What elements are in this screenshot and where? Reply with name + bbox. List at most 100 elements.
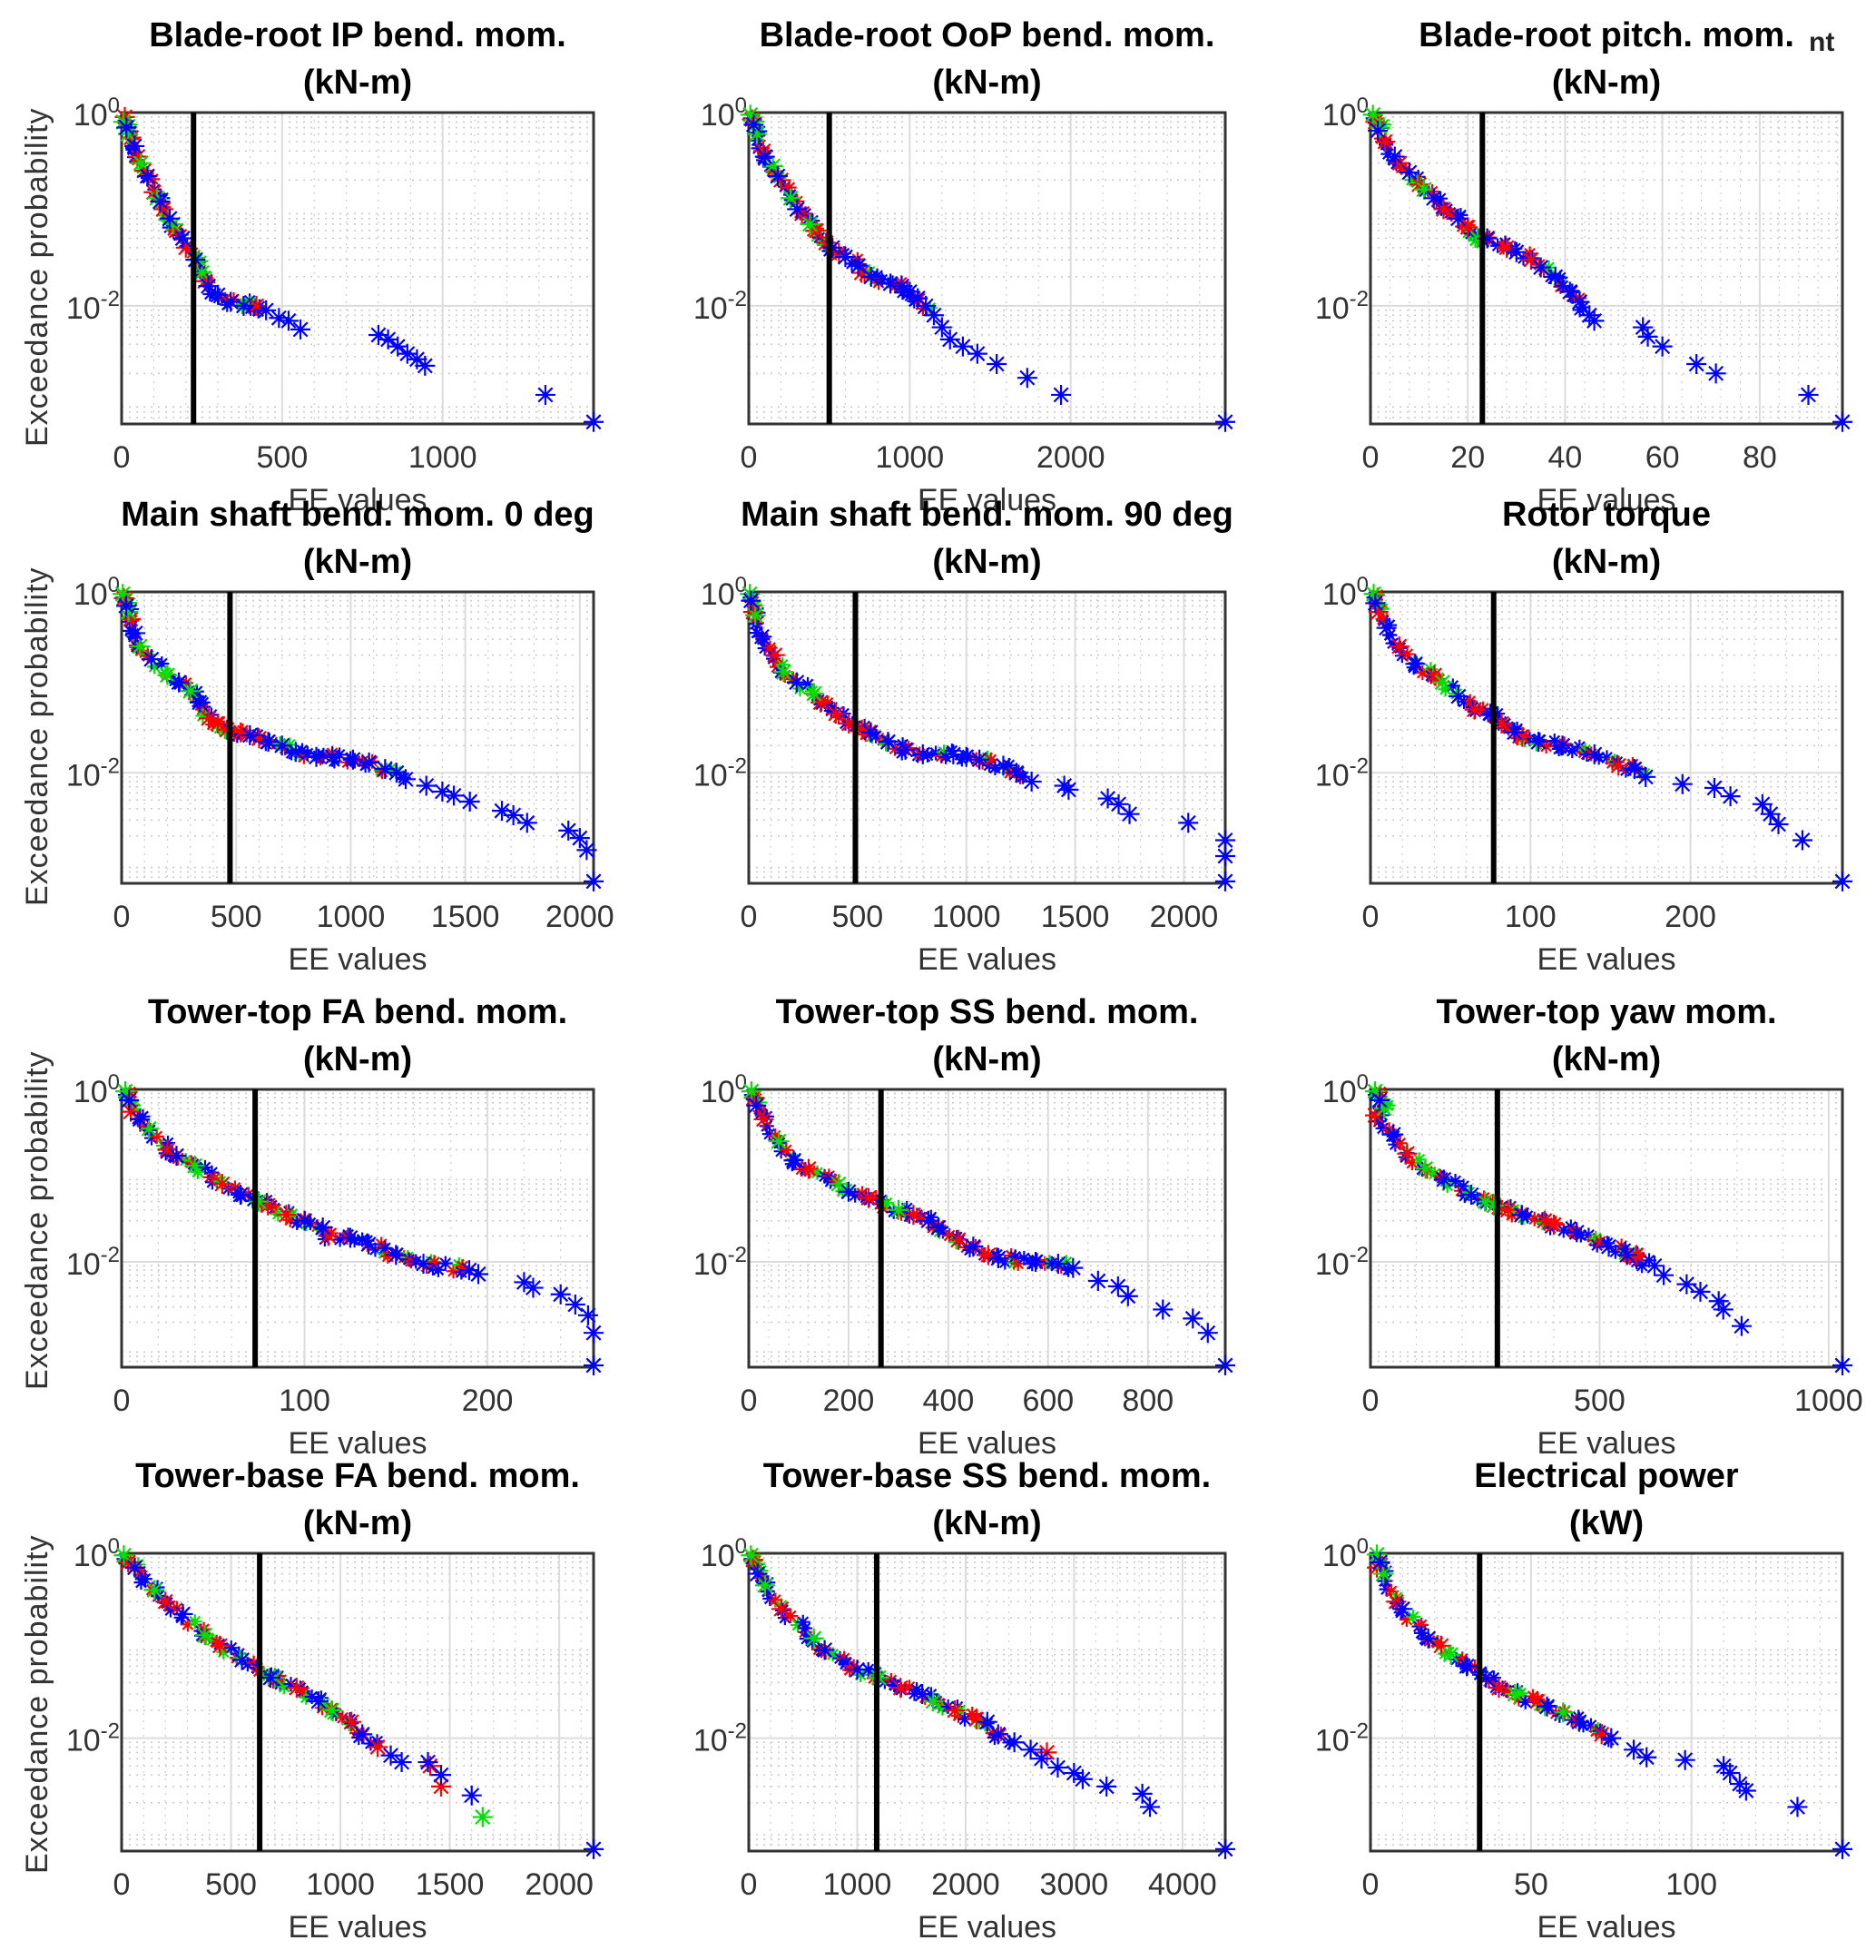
plot-area: 0 100 200 100 10-2 EE values (66, 1070, 604, 1461)
data-point-marker (828, 1174, 849, 1195)
data-point-marker (127, 146, 148, 167)
data-point-marker (569, 828, 590, 849)
data-point-marker (795, 1614, 810, 1630)
data-point-marker (1363, 584, 1384, 605)
data-point-marker (290, 1216, 305, 1231)
data-point-marker (158, 1146, 173, 1161)
data-point-marker (380, 1745, 401, 1766)
data-point-marker (777, 668, 792, 684)
data-point-marker (1007, 1249, 1023, 1265)
data-point-marker (1215, 871, 1235, 891)
data-point-marker (1672, 773, 1693, 794)
x-tick-label: 600 (1022, 1384, 1074, 1418)
data-point-marker (1752, 793, 1773, 814)
data-point-marker (192, 262, 212, 283)
data-point-marker (1543, 1214, 1564, 1235)
data-point-marker (1438, 1646, 1453, 1661)
y-tick-label: 10-2 (693, 1719, 747, 1758)
data-point-marker (1624, 1739, 1645, 1760)
data-point-marker (963, 1236, 984, 1257)
data-point-marker (1498, 235, 1513, 251)
data-point-marker (1832, 1354, 1852, 1375)
data-point-marker (204, 1165, 220, 1180)
data-point-marker (1457, 1656, 1478, 1677)
data-point-marker (1444, 207, 1459, 222)
data-point-marker (1178, 813, 1199, 833)
data-point-marker (1645, 1256, 1665, 1276)
data-point-marker (430, 1262, 446, 1277)
data-point-marker (408, 1254, 424, 1269)
data-point-marker (1704, 777, 1724, 798)
x-axis-label: EE values (918, 1426, 1056, 1461)
data-point-marker (231, 1650, 252, 1670)
subplot-unit: (kN-m) (932, 1040, 1042, 1078)
data-point-marker (747, 1563, 768, 1584)
data-point-marker (768, 1592, 783, 1608)
data-point-marker (956, 746, 977, 767)
data-point-marker (218, 291, 233, 307)
x-axis-label: EE values (1537, 1910, 1675, 1945)
data-point-marker (189, 692, 210, 713)
data-point-marker (1484, 1195, 1505, 1216)
data-point-marker (269, 308, 290, 329)
data-point-marker (413, 1254, 434, 1275)
axes-box (747, 590, 1227, 885)
data-point-marker (1519, 1208, 1535, 1224)
data-point-marker (299, 1216, 314, 1232)
plot-content: 0 500 1000 1500 2000 100 10-2 EE values (693, 573, 1235, 977)
y-tick-label: 100 (701, 1534, 747, 1573)
data-point-marker (775, 657, 791, 673)
x-axis-label: EE values (288, 1910, 427, 1945)
data-point-marker (944, 1699, 965, 1720)
data-point-marker (114, 106, 135, 127)
data-point-marker (966, 1709, 987, 1729)
data-point-marker (113, 588, 134, 609)
data-point-marker (1365, 1081, 1386, 1102)
data-point-marker (386, 1245, 407, 1266)
data-point-marker (740, 584, 761, 605)
data-point-marker (1787, 1797, 1808, 1817)
plot-area: 0 500 1000 100 10-2 EE values (1315, 1070, 1863, 1461)
data-point-marker (125, 623, 146, 644)
y-tick-label: 100 (701, 1070, 747, 1109)
data-point-marker (1690, 1281, 1711, 1302)
data-point-marker (751, 626, 772, 647)
data-point-marker (139, 1118, 160, 1139)
data-point-marker (752, 1104, 768, 1119)
data-point-marker (741, 1081, 761, 1102)
data-point-marker (113, 1545, 134, 1566)
data-point-marker (1020, 1739, 1041, 1760)
data-point-marker (1576, 300, 1591, 315)
data-point-marker (1389, 635, 1409, 656)
x-tick-label: 1000 (1794, 1384, 1863, 1418)
data-point-marker (415, 355, 436, 376)
data-point-marker (249, 1191, 270, 1212)
data-point-marker (987, 1248, 1008, 1269)
plot-area: 0 500 1000 1500 2000 100 10-2 EE values (66, 573, 614, 977)
data-point-marker (1637, 326, 1658, 347)
data-point-marker (1522, 732, 1537, 747)
data-point-marker (1708, 1291, 1729, 1312)
data-point-marker (118, 123, 139, 144)
x-tick-label: 500 (205, 1867, 257, 1902)
y-tick-label: 10-2 (1315, 753, 1369, 793)
subplot-8: Tower-top SS bend. mom. (kN-m) (712, 990, 1262, 1089)
data-point-marker (1530, 257, 1551, 278)
data-point-marker (1440, 1644, 1461, 1665)
data-point-marker (1618, 763, 1634, 778)
plot-area: 0 20 40 60 80 100 10-2 EE values (1315, 94, 1852, 517)
data-point-marker (233, 295, 254, 316)
data-point-marker (204, 1175, 220, 1190)
data-point-marker (1720, 786, 1741, 807)
y-tick-label: 10-2 (1315, 1719, 1369, 1758)
data-point-marker (745, 605, 766, 625)
data-point-marker (455, 1258, 470, 1274)
y-tick-label: 100 (1322, 1070, 1369, 1109)
plot-area: 0 1000 2000 100 10-2 EE values (693, 94, 1235, 517)
data-point-marker (427, 1255, 442, 1270)
data-point-marker (432, 781, 453, 802)
subplot-10: Tower-base FA bend. mom. (kN-m) (85, 1453, 630, 1553)
data-point-marker (451, 1257, 467, 1273)
data-point-marker (937, 744, 952, 760)
data-point-marker (1593, 1723, 1608, 1738)
